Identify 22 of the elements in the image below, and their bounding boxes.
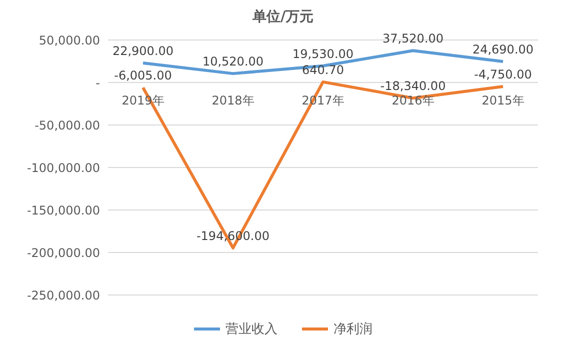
legend-label: 净利润 [334,321,372,338]
y-tick-label: - [96,76,100,90]
data-label: 24,690.00 [472,42,534,57]
data-label: -18,340.00 [380,79,446,94]
x-tick-label: 2015年 [482,94,524,108]
y-tick-label: -50,000.00 [34,118,100,132]
data-label: 37,520.00 [382,32,444,46]
x-tick-label: 2018年 [212,94,254,108]
data-label: 22,900.00 [112,44,174,58]
x-tick-label: 2016年 [392,94,434,108]
y-tick-label: -200,000.00 [26,246,100,260]
data-label: -4,750.00 [474,68,532,82]
legend-label: 营业收入 [226,321,278,338]
data-label: -6,005.00 [114,68,172,83]
y-tick-label: -150,000.00 [26,203,100,218]
chart-title: 单位/万元 [251,8,315,27]
y-tick-label: -100,000.00 [26,160,100,175]
y-tick-label: -250,000.00 [26,288,100,302]
y-tick-label: 50,000.00 [38,33,100,48]
data-label: 640.70 [302,62,344,77]
data-label: 10,520.00 [202,54,264,69]
data-label: 19,530.00 [292,46,354,61]
